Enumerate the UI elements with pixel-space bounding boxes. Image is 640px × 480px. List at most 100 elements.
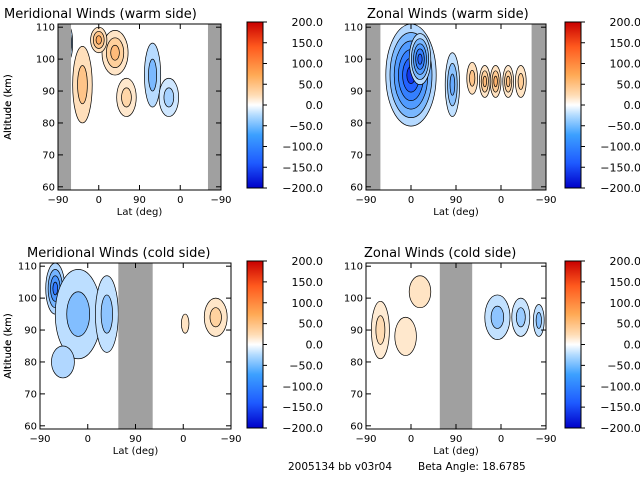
footer: 2005134 bb v03r04 Beta Angle: 18.6785 — [288, 461, 526, 473]
x-tick-label: 0 — [408, 434, 414, 445]
panels: 60 70 80 90 100 110 −90 0 90 0 −90 Lat (deg) Altitud… — [3, 7, 640, 457]
colorbar-tick-label: 200.0 — [610, 255, 640, 268]
no-data-band — [366, 24, 381, 190]
y-tick-label: 110 — [18, 262, 37, 273]
panel-title: Meridional Winds (warm side) — [4, 7, 197, 22]
y-tick-label: 60 — [42, 182, 55, 193]
y-tick-label: 70 — [350, 150, 363, 161]
x-tick-label: −90 — [535, 195, 556, 206]
colorbar-tick-label: −150.0 — [282, 401, 323, 414]
contour-blob — [535, 312, 542, 329]
x-tick-label: −90 — [355, 195, 376, 206]
panel-title: Zonal Winds (warm side) — [367, 7, 529, 22]
colorbar-tick-label: −100.0 — [600, 141, 640, 154]
no-data-band — [207, 24, 221, 190]
colorbar-tick-label: 0.0 — [306, 339, 324, 352]
y-tick-label: 80 — [42, 118, 55, 129]
x-tick-label: 0 — [96, 195, 102, 206]
run-info: 2005134 bb v03r04 — [288, 461, 392, 473]
plot-area — [366, 24, 546, 190]
x-axis-label: Lat (deg) — [433, 446, 479, 457]
x-tick-label: 0 — [177, 195, 183, 206]
y-tick-label: 110 — [344, 262, 363, 273]
contour-blob — [209, 307, 222, 328]
x-tick-label: −90 — [29, 434, 50, 445]
colorbar-tick-label: 0.0 — [306, 99, 324, 112]
y-tick-label: 100 — [344, 55, 363, 66]
y-tick-label: 90 — [42, 87, 55, 98]
x-axis-label: Lat (deg) — [117, 207, 163, 218]
x-tick-label: 90 — [129, 434, 142, 445]
y-tick-label: 100 — [36, 55, 55, 66]
contour-blob — [394, 316, 417, 356]
contour-blob — [482, 75, 487, 88]
colorbar-tick-label: 50.0 — [617, 78, 640, 91]
y-tick-label: 60 — [350, 421, 363, 432]
contour-blob — [517, 73, 524, 90]
no-data-band — [439, 263, 473, 429]
colorbar-tick-label: 100.0 — [292, 58, 324, 71]
contour-blob — [417, 53, 423, 65]
colorbar-tick-label: −50.0 — [607, 120, 640, 133]
colorbar-tick-label: 100.0 — [610, 297, 640, 310]
colorbar-tick-label: 150.0 — [610, 37, 640, 50]
y-tick-label: 70 — [24, 389, 37, 400]
panel-1: 60 70 80 90 100 110 −90 0 90 0 −90 Lat (deg) Altitud… — [3, 7, 323, 218]
x-tick-label: −90 — [535, 434, 556, 445]
y-tick-label: 80 — [350, 357, 363, 368]
colorbar-tick-label: 150.0 — [610, 276, 640, 289]
contour-blob — [163, 87, 175, 108]
contour-blob — [77, 65, 88, 105]
x-tick-label: 0 — [85, 434, 91, 445]
contour-blob — [148, 58, 157, 92]
colorbar-tick-label: −200.0 — [600, 422, 640, 435]
contour-blob — [375, 315, 386, 345]
colorbar — [246, 260, 264, 429]
colorbar-tick-label: −200.0 — [600, 182, 640, 195]
no-data-band — [531, 24, 546, 190]
x-tick-label: 0 — [180, 434, 186, 445]
y-tick-label: 100 — [344, 294, 363, 305]
x-tick-label: 90 — [450, 434, 463, 445]
colorbar-tick-label: 100.0 — [292, 297, 324, 310]
x-tick-label: 0 — [498, 434, 504, 445]
colorbar-tick-label: −50.0 — [289, 120, 323, 133]
x-tick-label: 0 — [498, 195, 504, 206]
contour-blob — [51, 345, 75, 379]
colorbar-tick-label: −100.0 — [282, 380, 323, 393]
beta-angle: Beta Angle: 18.6785 — [418, 461, 526, 473]
y-tick-label: 110 — [344, 23, 363, 34]
colorbar-tick-label: 50.0 — [299, 78, 324, 91]
contour-blob — [95, 35, 102, 45]
y-tick-label: 90 — [24, 326, 37, 337]
y-axis-label: Altitude (km) — [3, 74, 14, 140]
panel-3: 60 70 80 90 100 110 −90 0 90 0 −90 Lat (deg) Altitud… — [3, 246, 323, 457]
colorbar-tick-label: −150.0 — [600, 401, 640, 414]
colorbar-tick-label: −150.0 — [600, 161, 640, 174]
colorbar — [564, 260, 582, 429]
x-tick-label: −90 — [355, 434, 376, 445]
contour-blob — [449, 73, 456, 96]
y-tick-label: 110 — [36, 23, 55, 34]
panel-2: 60 70 80 90 100 110 −90 0 90 0 −90 Lat (deg) Altitud… — [3, 7, 640, 218]
y-tick-label: 70 — [350, 389, 363, 400]
colorbar-tick-label: −200.0 — [282, 422, 323, 435]
colorbar-tick-label: −50.0 — [289, 359, 323, 372]
x-axis-label: Lat (deg) — [433, 207, 479, 218]
contour-blob — [52, 281, 59, 296]
colorbar-tick-label: 200.0 — [292, 16, 324, 29]
colorbar-tick-label: −150.0 — [282, 161, 323, 174]
contour-blob — [180, 313, 190, 334]
contour-blob — [408, 275, 432, 309]
contour-blob — [121, 87, 132, 108]
x-tick-label: 90 — [133, 195, 146, 206]
colorbar-tick-label: −100.0 — [600, 380, 640, 393]
panel-4: 60 70 80 90 100 110 −90 0 90 0 −90 Lat (deg) Altitud… — [3, 246, 640, 457]
colorbar-tick-label: 150.0 — [292, 276, 324, 289]
colorbar-tick-label: 200.0 — [292, 255, 324, 268]
y-tick-label: 70 — [42, 150, 55, 161]
contour-blob — [66, 291, 91, 337]
colorbar-tick-label: 100.0 — [610, 58, 640, 71]
plot-area — [366, 263, 546, 429]
